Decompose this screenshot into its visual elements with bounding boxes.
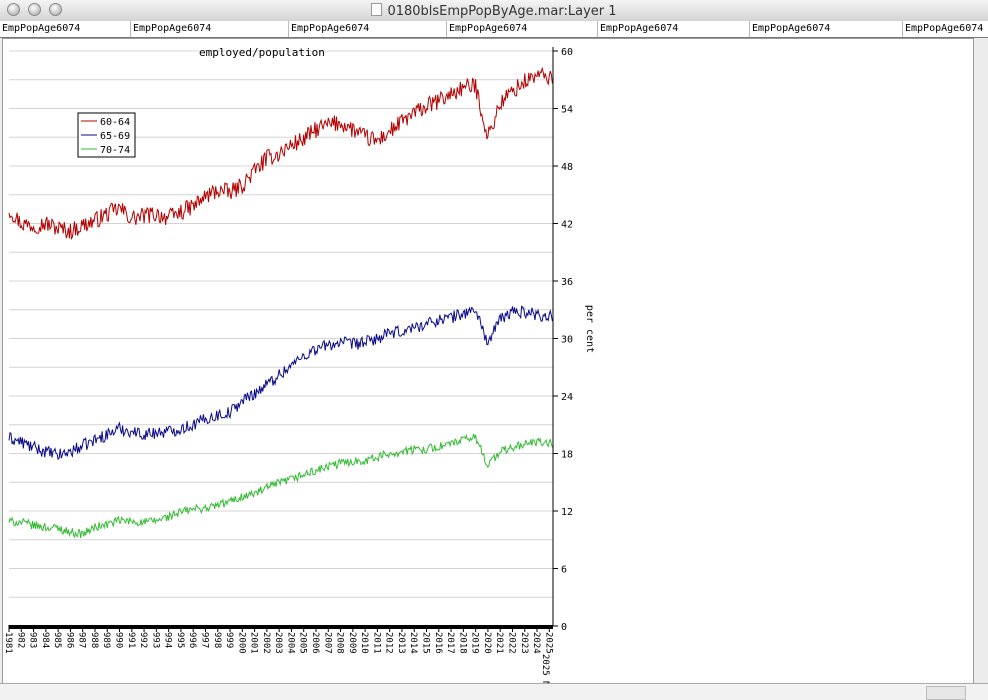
- x-tick-label: 2005: [298, 632, 308, 654]
- y-tick-label: 48: [561, 162, 573, 173]
- tab-series-5[interactable]: EmpPopAge6074: [597, 21, 678, 37]
- y-tick-label: 6: [561, 565, 567, 576]
- x-tick-label: 2003: [273, 632, 283, 654]
- x-tick-label: 2008: [335, 632, 345, 654]
- window-title: 0180blsEmpPopByAge.mar:Layer 1: [0, 3, 988, 19]
- x-tick-label: 2018: [457, 632, 467, 654]
- y-axis: 0 6 12 18 24 30 36 42 48 54 60: [552, 47, 573, 633]
- x-tick-label: 2020: [482, 632, 492, 654]
- x-tick-label: 2007: [322, 632, 332, 654]
- x-tick-label: 997: [199, 632, 209, 648]
- x-tick-label-last: 2025 Mar: [540, 654, 550, 683]
- x-tick-label: 2009: [347, 632, 357, 654]
- x-axis-bar: [9, 625, 553, 629]
- x-tick-label: 2013: [396, 632, 406, 654]
- legend-label: 60-64: [100, 117, 130, 128]
- x-tick-label: 989: [101, 632, 111, 648]
- status-bar: [0, 683, 988, 700]
- document-icon: [371, 3, 383, 16]
- chart-canvas[interactable]: 0 6 12 18 24 30 36 42 48 54 60 1981 982 983 984 985 986…: [2, 38, 974, 684]
- x-tick-label: 2004: [285, 632, 295, 654]
- x-axis: 1981 982 983 984 985 986 987 988 989 990 991 992 993…: [3, 625, 553, 683]
- x-tick-label: 2010: [359, 632, 369, 654]
- x-tick-label: 992: [138, 632, 148, 648]
- x-tick-label: 2017: [445, 632, 455, 654]
- x-tick-label: 2023: [519, 632, 529, 654]
- title-bar[interactable]: 0180blsEmpPopByAge.mar:Layer 1: [0, 0, 988, 22]
- series-line-60-64: [8, 66, 553, 241]
- x-tick-label: 984: [40, 632, 50, 648]
- y-tick-label: 60: [561, 47, 573, 58]
- x-tick-label: 987: [77, 632, 87, 648]
- y-tick-label: 0: [561, 622, 567, 633]
- series-lines: [8, 66, 553, 539]
- x-tick-label: 985: [52, 632, 62, 648]
- zoom-icon[interactable]: [49, 3, 62, 16]
- x-tick-label: 983: [28, 632, 38, 648]
- x-tick-label: 990: [114, 632, 124, 648]
- y-tick-label: 30: [561, 335, 573, 346]
- tab-series-3[interactable]: EmpPopAge6074: [288, 21, 369, 37]
- x-tick-label: 2006: [310, 632, 320, 654]
- y-tick-label: 12: [561, 507, 573, 518]
- y-tick-label: 36: [561, 277, 573, 288]
- tab-series-4[interactable]: EmpPopAge6074: [446, 21, 527, 37]
- series-tab-bar: EmpPopAge6074 EmpPopAge6074 EmpPopAge607…: [0, 21, 988, 38]
- y-tick-label: 42: [561, 220, 573, 231]
- grid: [9, 50, 553, 627]
- x-tick-label: 2019: [470, 632, 480, 654]
- series-line-70-74: [8, 433, 553, 539]
- x-tick-label: 2025: [543, 632, 553, 654]
- x-tick-label: 2015: [421, 632, 431, 654]
- legend: 60-64 65-69 70-74: [77, 112, 136, 158]
- x-tick-label: 995: [175, 632, 185, 648]
- x-tick-label: 2016: [433, 632, 443, 654]
- x-tick-label: 982: [15, 632, 25, 648]
- scroll-left-button[interactable]: [926, 686, 966, 700]
- x-tick-label: 2012: [384, 632, 394, 654]
- tab-series-7[interactable]: EmpPopAge6074: [902, 21, 983, 37]
- y-tick-label: 54: [561, 105, 573, 116]
- minimize-icon[interactable]: [28, 3, 41, 16]
- x-tick-label: 2001: [249, 632, 259, 654]
- x-tick-label: 994: [163, 632, 173, 648]
- y-tick-label: 18: [561, 450, 573, 461]
- x-tick-label: 993: [150, 632, 160, 648]
- x-tick-label: 991: [126, 632, 136, 648]
- series-line-65-69: [8, 305, 553, 461]
- x-tick-label: 2021: [494, 632, 504, 654]
- tab-series-2[interactable]: EmpPopAge6074: [130, 21, 211, 37]
- x-tick-label: 1981: [3, 632, 13, 654]
- legend-label: 70-74: [100, 145, 130, 156]
- x-tick-label: 986: [64, 632, 74, 648]
- legend-label: 65-69: [100, 131, 130, 142]
- y-tick-label: 24: [561, 392, 573, 403]
- x-tick-label: 2024: [531, 632, 541, 654]
- x-tick-label: 2022: [506, 632, 516, 654]
- window-title-text: 0180blsEmpPopByAge.mar:Layer 1: [387, 4, 617, 19]
- tab-series-6[interactable]: EmpPopAge6074: [749, 21, 830, 37]
- x-tick-label: 988: [89, 632, 99, 648]
- x-tick-label: 2002: [261, 632, 271, 654]
- x-tick-label: 2000: [236, 632, 246, 654]
- x-tick-label: 2011: [371, 632, 381, 654]
- y-axis-label: per cent: [584, 305, 595, 353]
- chart-title: employed/population: [199, 46, 325, 59]
- x-tick-label: 2014: [408, 632, 418, 654]
- x-tick-label: 998: [212, 632, 222, 648]
- x-tick-label: 999: [224, 632, 234, 648]
- chart: 0 6 12 18 24 30 36 42 48 54 60 1981 982 983 984 985 986…: [3, 46, 595, 683]
- close-icon[interactable]: [7, 3, 20, 16]
- x-tick-label: 996: [187, 632, 197, 648]
- tab-series-1[interactable]: EmpPopAge6074: [2, 23, 81, 34]
